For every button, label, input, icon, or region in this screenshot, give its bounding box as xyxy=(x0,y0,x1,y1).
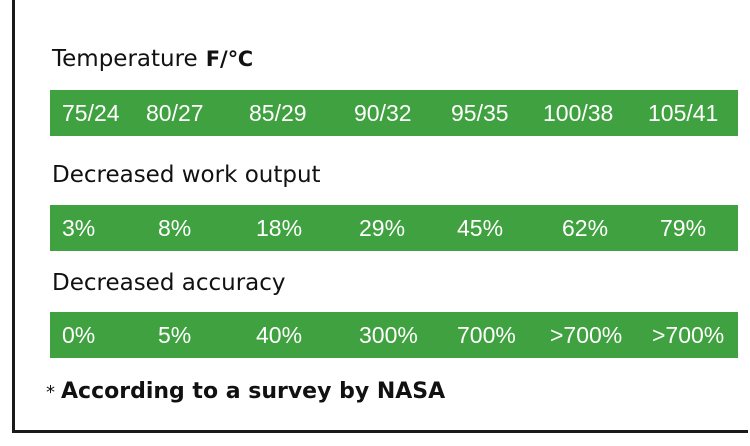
source-footnote: * According to a survey by NASA xyxy=(46,379,445,404)
temperature-unit: F/℃ xyxy=(205,47,254,71)
work-output-value: 3% xyxy=(62,215,96,241)
work-output-value: 45% xyxy=(457,215,504,241)
accuracy-value: 0% xyxy=(62,322,96,348)
accuracy-value: 40% xyxy=(256,322,303,348)
work-output-value: 8% xyxy=(158,215,192,241)
accuracy-value: >700% xyxy=(550,322,623,348)
temperature-value: 75/24 xyxy=(62,100,120,126)
footnote-asterisk: * xyxy=(46,382,55,403)
temperature-value: 80/27 xyxy=(146,100,204,126)
work-output-value: 18% xyxy=(256,215,303,241)
work-output-value: 79% xyxy=(660,215,707,241)
temperature-title: Temperature F/℃ xyxy=(52,46,253,72)
accuracy-title: Decreased accuracy xyxy=(52,270,286,296)
accuracy-value: 300% xyxy=(359,322,418,348)
work-output-bar: 3% 8% 18% 29% 45% 62% 79% xyxy=(50,205,738,251)
temperature-value: 95/35 xyxy=(451,100,509,126)
accuracy-value: 5% xyxy=(158,322,192,348)
work-output-value: 29% xyxy=(359,215,406,241)
footnote-text: According to a survey by NASA xyxy=(61,379,446,404)
temperature-bar: 75/24 80/27 85/29 90/32 95/35 100/38 105… xyxy=(50,90,738,136)
temperature-label: Temperature xyxy=(52,46,198,72)
axis-frame xyxy=(12,0,748,433)
accuracy-value: >700% xyxy=(652,322,725,348)
temperature-value: 90/32 xyxy=(354,100,412,126)
accuracy-bar: 0% 5% 40% 300% 700% >700% >700% xyxy=(50,312,738,358)
work-output-value: 62% xyxy=(562,215,609,241)
accuracy-value: 700% xyxy=(457,322,516,348)
work-output-title: Decreased work output xyxy=(52,162,321,188)
temperature-value: 85/29 xyxy=(249,100,307,126)
temperature-value: 100/38 xyxy=(543,100,614,126)
temperature-value: 105/41 xyxy=(648,100,719,126)
